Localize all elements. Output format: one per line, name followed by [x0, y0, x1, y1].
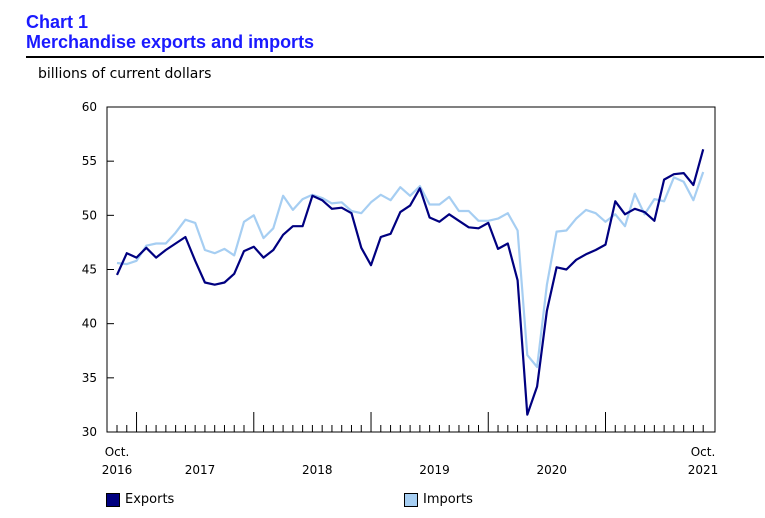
x-tick-label-year: 2019 [419, 463, 450, 477]
x-tick-label-start-month: Oct. [105, 445, 130, 459]
legend-item-exports: Exports [106, 492, 174, 507]
header-divider [26, 56, 764, 58]
chart-header: Chart 1 Merchandise exports and imports [26, 12, 314, 52]
x-tick-label-year: 2017 [185, 463, 216, 477]
chart-number: Chart 1 [26, 12, 89, 32]
legend-label-exports: Exports [125, 492, 175, 507]
y-tick-label: 30 [82, 425, 97, 439]
legend-item-imports: Imports [404, 492, 473, 507]
y-tick-label: 40 [82, 317, 97, 331]
y-tick-label: 50 [82, 208, 97, 222]
series-line-imports [116, 171, 705, 369]
y-axis: 30 35 40 45 50 55 60 [82, 100, 114, 439]
legend-swatch-imports [404, 492, 418, 507]
legend-swatch-exports [106, 492, 120, 507]
x-tick-label-year: 2020 [536, 463, 567, 477]
y-axis-label: billions of current dollars [38, 66, 212, 82]
legend-label-imports: Imports [423, 492, 473, 507]
x-tick-label-end-month: Oct. [691, 445, 716, 459]
y-tick-label: 60 [82, 100, 97, 114]
y-tick-label: 55 [82, 154, 97, 168]
y-tick-label: 35 [82, 371, 97, 385]
series-line-exports [115, 149, 705, 416]
x-axis: 2017 2018 2019 2020 [116, 412, 704, 477]
y-tick-label: 45 [82, 263, 97, 277]
x-tick-label-year: 2018 [302, 463, 333, 477]
series-lines [115, 149, 705, 416]
chart-title: Merchandise exports and imports [26, 32, 315, 52]
x-tick-label-start-year: 2016 [102, 463, 133, 477]
x-tick-label-end-year: 2021 [688, 463, 719, 477]
